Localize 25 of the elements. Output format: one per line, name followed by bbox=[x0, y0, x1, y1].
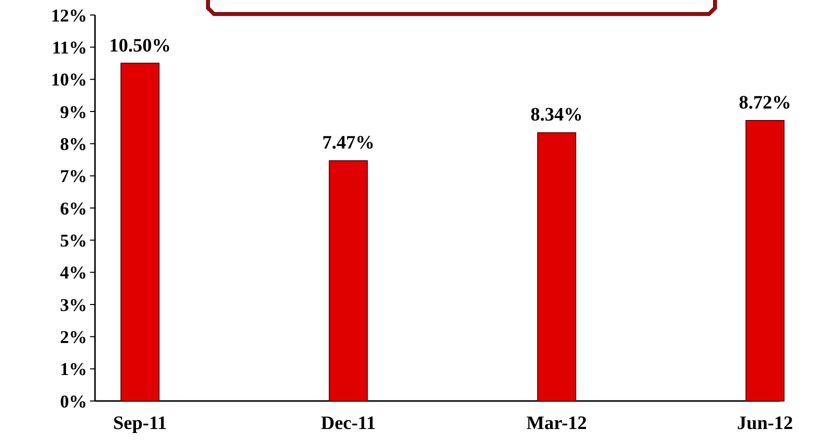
x-tick-label: Mar-12 bbox=[526, 413, 587, 434]
y-tick-label: 3% bbox=[60, 294, 87, 315]
y-tick-label: 8% bbox=[60, 134, 87, 154]
x-tick-label: Dec-11 bbox=[320, 413, 376, 434]
data-label: 8.72% bbox=[738, 92, 792, 114]
bar bbox=[120, 62, 160, 402]
bar bbox=[537, 132, 576, 402]
y-tick-label: 9% bbox=[60, 102, 87, 122]
y-tick-label: 12% bbox=[51, 5, 87, 26]
y-tick-label: 10% bbox=[51, 70, 87, 90]
data-label: 7.47% bbox=[322, 132, 374, 154]
x-tick-label: Sep-11 bbox=[113, 413, 167, 434]
bar bbox=[328, 160, 368, 402]
y-tick-label: 6% bbox=[60, 198, 87, 218]
bar bbox=[746, 120, 784, 402]
y-tick-label: 1% bbox=[60, 359, 87, 380]
data-label: 8.34% bbox=[530, 104, 583, 126]
x-tick-label: Jun-12 bbox=[737, 413, 793, 434]
y-tick-label: 4% bbox=[60, 262, 87, 283]
data-label: 10.50% bbox=[109, 35, 171, 56]
y-tick-label: 5% bbox=[60, 230, 87, 250]
y-tick-label: 0% bbox=[60, 391, 87, 412]
y-tick-label: 2% bbox=[60, 326, 87, 347]
y-tick-label: 7% bbox=[60, 166, 87, 186]
y-tick-label: 11% bbox=[52, 37, 87, 58]
